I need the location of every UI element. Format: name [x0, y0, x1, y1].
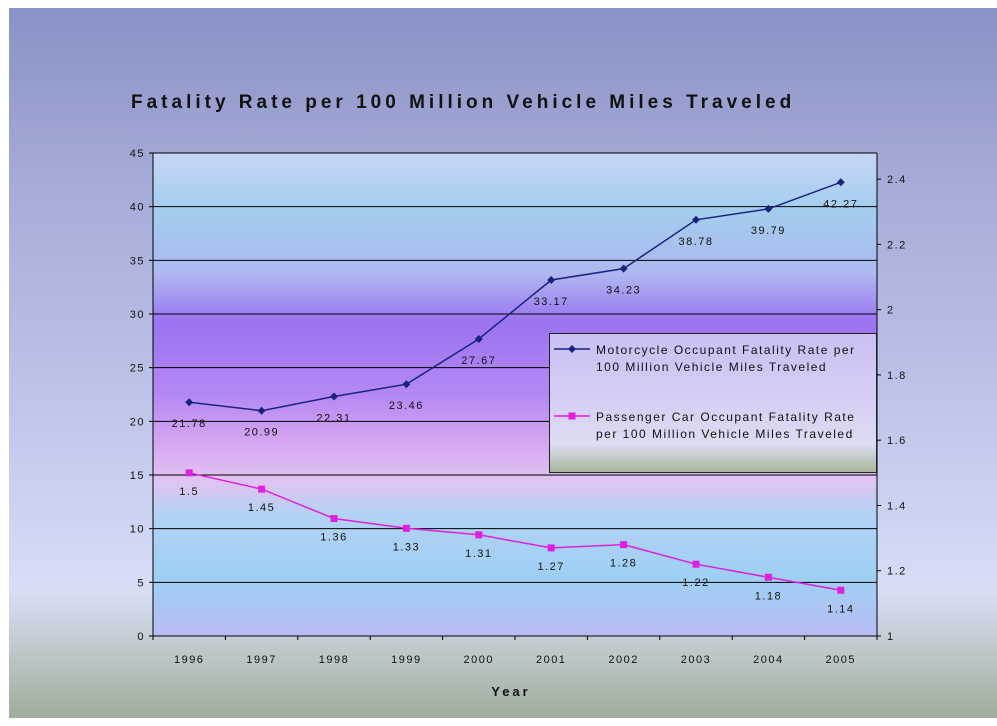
data-point-passenger-car	[547, 544, 555, 552]
data-point-motorcycle	[185, 398, 194, 407]
series-line-passenger-car	[189, 472, 841, 592]
y-left-tick-label: 0	[137, 631, 145, 643]
data-point-passenger-car	[402, 524, 410, 532]
x-tick-label: 2002	[608, 654, 638, 666]
x-tick-label: 2001	[536, 654, 566, 666]
y-right-tick-label: 2.2	[887, 239, 907, 251]
data-label-motorcycle: 22.31	[316, 413, 351, 425]
data-point-motorcycle	[330, 392, 338, 401]
x-tick-label: 2005	[826, 654, 856, 666]
data-point-motorcycle	[836, 178, 845, 187]
y-right-tick-label: 1.4	[887, 500, 907, 512]
series-line-motorcycle	[189, 181, 842, 412]
data-point-passenger-car	[764, 573, 772, 581]
y-left-tick-label: 45	[130, 148, 145, 160]
data-label-passenger-car: 1.45	[248, 502, 275, 514]
chart-title: Fatality Rate per 100 Million Vehicle Mi…	[131, 92, 796, 113]
y-right-tick-label: 1.2	[887, 566, 907, 578]
data-label-motorcycle: 42.27	[823, 198, 858, 210]
data-point-motorcycle	[547, 275, 556, 284]
y-right-tick-label: 1.6	[887, 435, 907, 447]
y-right-tick-label: 2	[887, 305, 895, 317]
y-right-tick-label: 1	[887, 631, 895, 643]
data-label-passenger-car: 1.33	[393, 541, 420, 553]
data-label-passenger-car: 1.31	[465, 548, 492, 560]
data-point-passenger-car	[692, 560, 700, 568]
legend-marker-square	[554, 412, 590, 420]
x-tick-label: 2000	[464, 654, 494, 666]
y-left-tick-label: 25	[130, 363, 145, 375]
data-point-passenger-car	[330, 515, 338, 523]
slide-background: 0 5 10 15 20 25 30 35 40 45 1 1.2 1.4 1.6 1.8 2 2.2 2.4 19…	[9, 8, 997, 718]
y-left-tick-label: 15	[130, 470, 145, 482]
y-left-tick-label: 10	[130, 524, 145, 536]
x-tick-label: 1996	[174, 654, 204, 666]
x-axis-title: Year	[491, 684, 530, 699]
data-point-motorcycle	[764, 204, 773, 213]
data-label-motorcycle: 23.46	[389, 400, 424, 412]
y-right-tick-label: 2.4	[887, 174, 907, 186]
data-point-motorcycle	[619, 264, 628, 273]
axes: 0 5 10 15 20 25 30 35 40 45 1 1.2 1.4 1.6 1.8 2 2.2 2.4 19…	[130, 148, 907, 666]
legend-label-motorcycle: Motorcycle Occupant Fatality Rate per 10…	[596, 343, 856, 374]
legend-label-passenger-car: Passenger Car Occupant Fatality Rate per…	[596, 410, 856, 441]
data-label-passenger-car: 1.22	[682, 577, 709, 589]
x-tick-label: 2003	[681, 654, 711, 666]
data-point-passenger-car	[837, 586, 845, 594]
data-point-passenger-car	[258, 485, 266, 493]
y-left-tick-label: 35	[130, 255, 145, 267]
data-point-motorcycle	[402, 380, 411, 389]
x-tick-label: 1998	[319, 654, 349, 666]
data-point-passenger-car	[620, 541, 628, 549]
legend: Motorcycle Occupant Fatality Rate per 10…	[549, 333, 877, 473]
data-labels: 21.78 20.99 22.31 23.46 27.67 33.17 34.23 38.78…	[172, 198, 858, 615]
data-label-motorcycle: 20.99	[244, 427, 279, 439]
gridlines	[153, 152, 877, 583]
y-right-tick-label: 1.8	[887, 370, 907, 382]
data-label-motorcycle: 33.17	[534, 296, 569, 308]
data-point-motorcycle	[257, 406, 266, 415]
data-label-passenger-car: 1.28	[610, 558, 637, 570]
x-tick-label: 2004	[753, 654, 783, 666]
y-left-tick-label: 40	[130, 202, 145, 214]
data-label-motorcycle: 21.78	[172, 418, 207, 430]
data-point-passenger-car	[475, 531, 483, 539]
y-left-tick-label: 5	[137, 577, 145, 589]
legend-marker-diamond	[554, 345, 590, 353]
data-label-passenger-car: 1.36	[320, 532, 347, 544]
x-tick-label: 1999	[391, 654, 421, 666]
data-label-passenger-car: 1.5	[179, 486, 199, 498]
data-label-motorcycle: 34.23	[606, 285, 641, 297]
data-label-passenger-car: 1.27	[537, 561, 564, 573]
x-tick-label: 1997	[246, 654, 276, 666]
data-label-motorcycle: 27.67	[461, 355, 496, 367]
data-label-passenger-car: 1.18	[755, 590, 782, 602]
data-label-motorcycle: 38.78	[678, 236, 713, 248]
y-left-tick-label: 30	[130, 309, 145, 321]
data-point-motorcycle	[692, 215, 700, 224]
series	[185, 178, 845, 594]
data-label-passenger-car: 1.14	[827, 603, 854, 615]
data-label-motorcycle: 39.79	[751, 225, 786, 237]
data-point-motorcycle	[474, 335, 483, 344]
y-left-tick-label: 20	[130, 416, 145, 428]
data-point-passenger-car	[185, 469, 193, 477]
